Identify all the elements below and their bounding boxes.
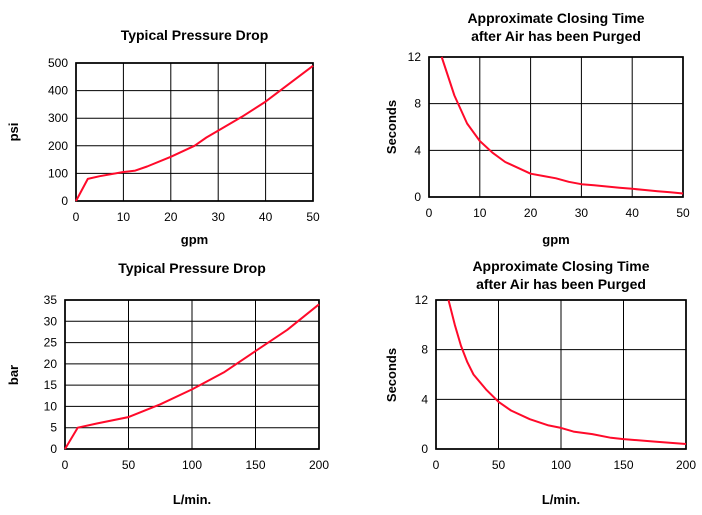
- y-tick-label: 0: [421, 442, 428, 456]
- plot-area: [428, 56, 684, 198]
- x-tick-label: 20: [524, 206, 538, 220]
- x-tick-label: 50: [122, 458, 136, 472]
- plot-border: [64, 299, 320, 450]
- y-tick-label: 12: [408, 50, 422, 64]
- x-tick-label: 150: [613, 458, 633, 472]
- y-axis-label: Seconds: [384, 100, 399, 154]
- chart-2: Approximate Closing Time after Air has be…: [384, 10, 690, 247]
- x-tick-label: 200: [676, 458, 696, 472]
- x-axis-label: gpm: [181, 232, 208, 247]
- x-tick-label: 10: [117, 210, 131, 224]
- x-axis-label: L/min.: [173, 492, 211, 507]
- plot-area: [75, 62, 314, 202]
- y-tick-label: 20: [44, 357, 58, 371]
- series-line: [75, 65, 314, 202]
- y-axis-label: psi: [6, 123, 21, 142]
- x-tick-label: 30: [575, 206, 589, 220]
- y-tick-label: 0: [414, 190, 421, 204]
- y-tick-label: 300: [48, 111, 68, 125]
- x-tick-label: 200: [309, 458, 329, 472]
- chart-title: Approximate Closing Time: [472, 258, 649, 274]
- x-tick-label: 50: [676, 206, 690, 220]
- y-axis-label: bar: [6, 365, 21, 385]
- y-tick-label: 8: [421, 343, 428, 357]
- series-line: [447, 299, 687, 445]
- chart-title: Typical Pressure Drop: [121, 27, 269, 43]
- y-tick-label: 4: [421, 392, 428, 406]
- plot-border: [75, 62, 314, 202]
- x-tick-label: 40: [626, 206, 640, 220]
- chart-3: Typical Pressure Drop 0 50 100 150 200 0 5 10 15 2…: [6, 260, 329, 507]
- y-tick-label: 0: [50, 442, 57, 456]
- x-tick-label: 20: [164, 210, 178, 224]
- y-tick-label: 8: [414, 97, 421, 111]
- series-line: [440, 56, 684, 195]
- y-tick-label: 5: [50, 421, 57, 435]
- y-tick-label: 35: [44, 293, 58, 307]
- y-axis-label: Seconds: [384, 348, 399, 402]
- x-tick-label: 30: [212, 210, 226, 224]
- x-axis-label: L/min.: [542, 492, 580, 507]
- chart-title: Typical Pressure Drop: [118, 260, 266, 276]
- x-tick-label: 100: [551, 458, 571, 472]
- x-tick-label: 100: [182, 458, 202, 472]
- x-tick-label: 10: [473, 206, 487, 220]
- series-line: [64, 303, 320, 450]
- x-tick-label: 50: [492, 458, 506, 472]
- y-tick-label: 0: [61, 194, 68, 208]
- y-tick-label: 400: [48, 84, 68, 98]
- x-tick-label: 0: [62, 458, 69, 472]
- x-tick-label: 50: [306, 210, 320, 224]
- y-tick-label: 15: [44, 378, 58, 392]
- y-tick-label: 30: [44, 314, 58, 328]
- plot-border: [428, 56, 684, 198]
- chart-title: Approximate Closing Time: [467, 10, 644, 26]
- chart-title: after Air has been Purged: [476, 276, 646, 292]
- x-tick-label: 0: [433, 458, 440, 472]
- plot-border: [435, 299, 687, 450]
- y-tick-label: 12: [415, 293, 429, 307]
- x-tick-label: 0: [426, 206, 433, 220]
- x-tick-label: 40: [259, 210, 273, 224]
- y-tick-label: 200: [48, 139, 68, 153]
- x-tick-label: 150: [245, 458, 265, 472]
- y-tick-label: 10: [44, 399, 58, 413]
- y-tick-label: 500: [48, 56, 68, 70]
- chart-title: after Air has been Purged: [471, 28, 641, 44]
- y-tick-label: 100: [48, 166, 68, 180]
- y-tick-label: 25: [44, 336, 58, 350]
- x-tick-label: 0: [73, 210, 80, 224]
- x-axis-label: gpm: [542, 232, 569, 247]
- y-tick-label: 4: [414, 143, 421, 157]
- chart-4: Approximate Closing Time after Air has be…: [384, 258, 696, 507]
